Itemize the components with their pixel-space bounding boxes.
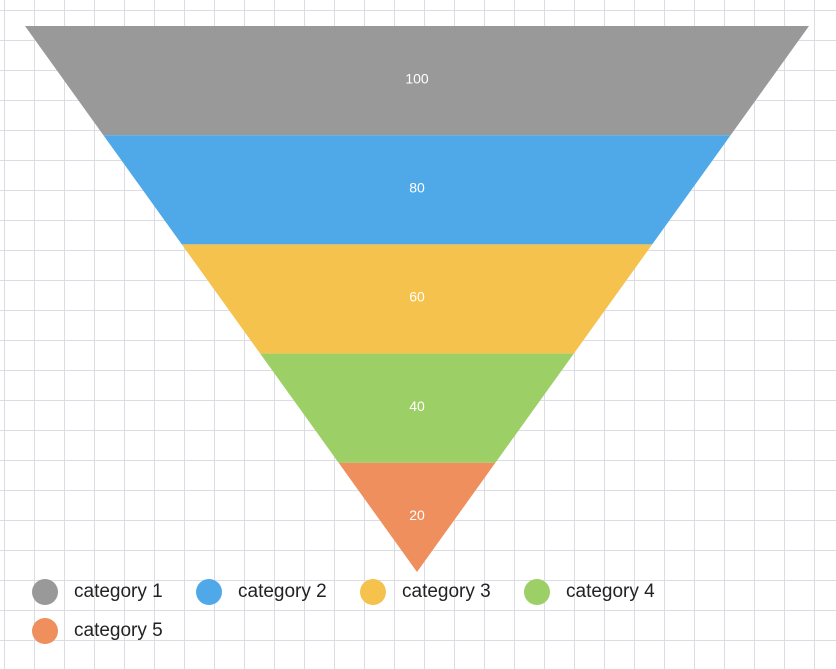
legend-item-3[interactable]: category 3 bbox=[360, 577, 491, 607]
legend-swatch-4 bbox=[524, 579, 550, 605]
funnel-value-label-3: 60 bbox=[409, 289, 425, 305]
funnel-value-label-1: 100 bbox=[405, 70, 429, 86]
funnel-value-label-4: 40 bbox=[409, 398, 425, 414]
funnel-segment-2[interactable] bbox=[103, 135, 731, 245]
legend: category 1 category 2 category 3 categor… bbox=[32, 576, 822, 662]
legend-item-1[interactable]: category 1 bbox=[32, 577, 163, 607]
legend-swatch-3 bbox=[360, 579, 386, 605]
legend-label-4: category 4 bbox=[566, 581, 655, 602]
funnel-segment-1[interactable] bbox=[25, 26, 809, 136]
funnel-value-label-5: 20 bbox=[409, 507, 425, 523]
funnel-segment-4[interactable] bbox=[260, 353, 574, 463]
legend-swatch-1 bbox=[32, 579, 58, 605]
funnel-value-label-2: 80 bbox=[409, 180, 425, 196]
legend-item-2[interactable]: category 2 bbox=[196, 577, 327, 607]
legend-label-1: category 1 bbox=[74, 581, 163, 602]
legend-label-3: category 3 bbox=[402, 581, 491, 602]
legend-label-5: category 5 bbox=[74, 620, 163, 641]
funnel-chart: 100 80 60 40 20 bbox=[25, 26, 809, 572]
legend-swatch-2 bbox=[196, 579, 222, 605]
legend-label-2: category 2 bbox=[238, 581, 327, 602]
funnel-segment-5[interactable] bbox=[338, 462, 496, 572]
legend-item-4[interactable]: category 4 bbox=[524, 577, 655, 607]
legend-swatch-5 bbox=[32, 618, 58, 644]
funnel-segment-3[interactable] bbox=[181, 244, 653, 354]
legend-item-5[interactable]: category 5 bbox=[32, 616, 163, 646]
